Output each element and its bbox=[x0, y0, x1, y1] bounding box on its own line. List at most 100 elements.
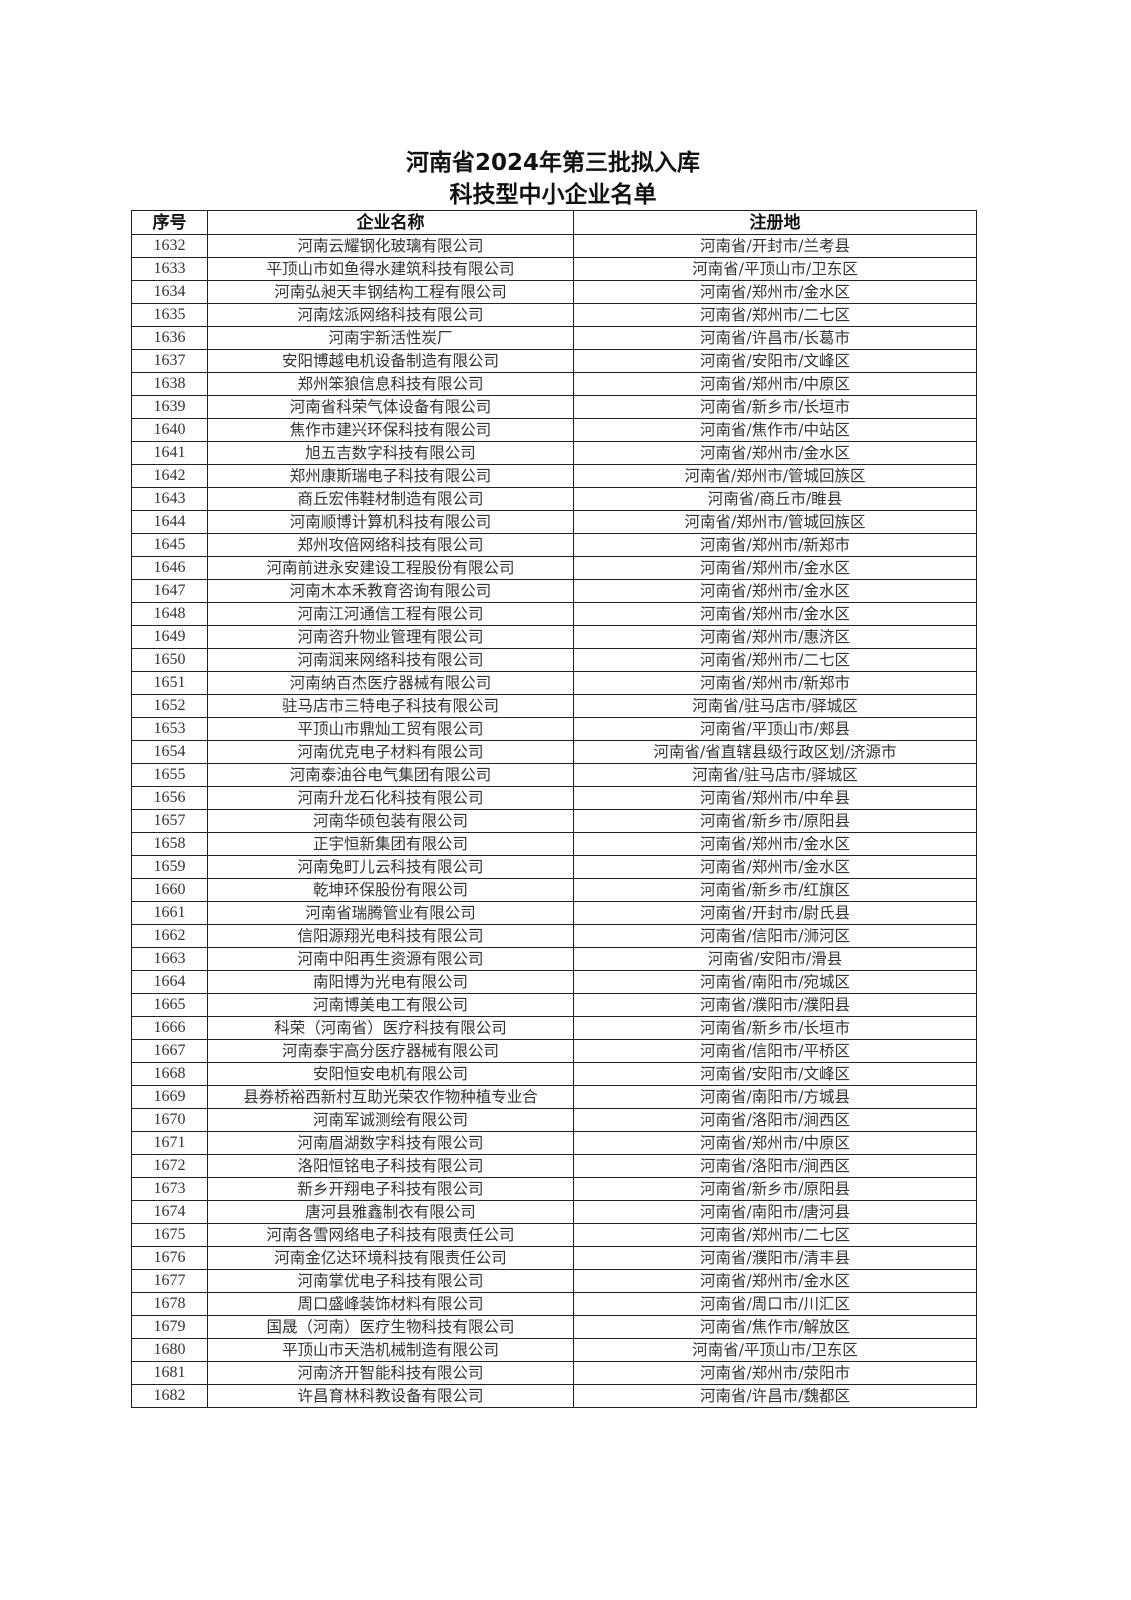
serial-number-cell: 1665 bbox=[131, 993, 208, 1017]
serial-number-cell: 1645 bbox=[131, 533, 208, 557]
registered-location-cell: 河南省/南阳市/唐河县 bbox=[573, 1200, 977, 1224]
table-header-row: 序号 企业名称 注册地 bbox=[131, 210, 977, 235]
table-row: 1633 平顶山市如鱼得水建筑科技有限公司 河南省/平顶山市/卫东区 bbox=[131, 257, 977, 281]
company-name-cell: 安阳恒安电机有限公司 bbox=[207, 1062, 574, 1086]
company-name-cell: 河南省瑞腾管业有限公司 bbox=[207, 901, 574, 925]
serial-number-cell: 1670 bbox=[131, 1108, 208, 1132]
registered-location-cell: 河南省/信阳市/浉河区 bbox=[573, 924, 977, 948]
table-row: 1664 南阳博为光电有限公司 河南省/南阳市/宛城区 bbox=[131, 970, 977, 994]
company-name-cell: 河南军诚测绘有限公司 bbox=[207, 1108, 574, 1132]
company-name-cell: 河南木本禾教育咨询有限公司 bbox=[207, 579, 574, 603]
serial-number-cell: 1671 bbox=[131, 1131, 208, 1155]
registered-location-cell: 河南省/郑州市/新郑市 bbox=[573, 533, 977, 557]
table-row: 1682 许昌育林科教设备有限公司 河南省/许昌市/魏都区 bbox=[131, 1384, 977, 1408]
registered-location-cell: 河南省/开封市/尉氏县 bbox=[573, 901, 977, 925]
registered-location-cell: 河南省/郑州市/二七区 bbox=[573, 1223, 977, 1247]
table-row: 1657 河南华硕包装有限公司 河南省/新乡市/原阳县 bbox=[131, 809, 977, 833]
serial-number-cell: 1674 bbox=[131, 1200, 208, 1224]
table-row: 1643 商丘宏伟鞋材制造有限公司 河南省/商丘市/睢县 bbox=[131, 487, 977, 511]
table-row: 1663 河南中阳再生资源有限公司 河南省/安阳市/滑县 bbox=[131, 947, 977, 971]
table-row: 1635 河南炫派网络科技有限公司 河南省/郑州市/二七区 bbox=[131, 303, 977, 327]
registered-location-cell: 河南省/郑州市/管城回族区 bbox=[573, 464, 977, 488]
serial-number-cell: 1673 bbox=[131, 1177, 208, 1201]
registered-location-cell: 河南省/郑州市/金水区 bbox=[573, 602, 977, 626]
registered-location-cell: 河南省/郑州市/金水区 bbox=[573, 280, 977, 304]
company-name-cell: 河南金亿达环境科技有限责任公司 bbox=[207, 1246, 574, 1270]
registered-location-cell: 河南省/新乡市/红旗区 bbox=[573, 878, 977, 902]
serial-number-cell: 1676 bbox=[131, 1246, 208, 1270]
company-name-cell: 河南华硕包装有限公司 bbox=[207, 809, 574, 833]
serial-number-cell: 1663 bbox=[131, 947, 208, 971]
company-name-cell: 郑州康斯瑞电子科技有限公司 bbox=[207, 464, 574, 488]
serial-number-cell: 1649 bbox=[131, 625, 208, 649]
table-row: 1637 安阳博越电机设备制造有限公司 河南省/安阳市/文峰区 bbox=[131, 349, 977, 373]
table-row: 1647 河南木本禾教育咨询有限公司 河南省/郑州市/金水区 bbox=[131, 579, 977, 603]
registered-location-cell: 河南省/洛阳市/涧西区 bbox=[573, 1108, 977, 1132]
company-name-cell: 商丘宏伟鞋材制造有限公司 bbox=[207, 487, 574, 511]
company-name-cell: 河南各雪网络电子科技有限责任公司 bbox=[207, 1223, 574, 1247]
company-name-cell: 周口盛峰装饰材料有限公司 bbox=[207, 1292, 574, 1316]
serial-number-cell: 1681 bbox=[131, 1361, 208, 1385]
registered-location-cell: 河南省/郑州市/荥阳市 bbox=[573, 1361, 977, 1385]
serial-number-cell: 1633 bbox=[131, 257, 208, 281]
company-name-cell: 河南顺博计算机科技有限公司 bbox=[207, 510, 574, 534]
table-body: 1632 河南云耀钢化玻璃有限公司 河南省/开封市/兰考县 1633 平顶山市如鱼得水建… bbox=[131, 234, 977, 1408]
company-name-cell: 洛阳恒铭电子科技有限公司 bbox=[207, 1154, 574, 1178]
registered-location-cell: 河南省/商丘市/睢县 bbox=[573, 487, 977, 511]
registered-location-cell: 河南省/郑州市/中原区 bbox=[573, 1131, 977, 1155]
table-row: 1669 县券桥裕西新村互助光荣农作物种植专业合 河南省/南阳市/方城县 bbox=[131, 1085, 977, 1109]
company-name-cell: 旭五吉数字科技有限公司 bbox=[207, 441, 574, 465]
registered-location-cell: 河南省/信阳市/平桥区 bbox=[573, 1039, 977, 1063]
table-row: 1674 唐河县雅鑫制衣有限公司 河南省/南阳市/唐河县 bbox=[131, 1200, 977, 1224]
company-name-cell: 河南省科荣气体设备有限公司 bbox=[207, 395, 574, 419]
company-name-cell: 河南泰宇高分医疗器械有限公司 bbox=[207, 1039, 574, 1063]
table-row: 1653 平顶山市鼎灿工贸有限公司 河南省/平顶山市/郏县 bbox=[131, 717, 977, 741]
serial-number-cell: 1666 bbox=[131, 1016, 208, 1040]
table-row: 1632 河南云耀钢化玻璃有限公司 河南省/开封市/兰考县 bbox=[131, 234, 977, 258]
table-row: 1651 河南纳百杰医疗器械有限公司 河南省/郑州市/新郑市 bbox=[131, 671, 977, 695]
company-name-cell: 河南前进永安建设工程股份有限公司 bbox=[207, 556, 574, 580]
serial-number-cell: 1669 bbox=[131, 1085, 208, 1109]
company-name-cell: 平顶山市天浩机械制造有限公司 bbox=[207, 1338, 574, 1362]
serial-number-cell: 1635 bbox=[131, 303, 208, 327]
table-row: 1679 国晟（河南）医疗生物科技有限公司 河南省/焦作市/解放区 bbox=[131, 1315, 977, 1339]
registered-location-cell: 河南省/郑州市/二七区 bbox=[573, 303, 977, 327]
table-row: 1659 河南兔町儿云科技有限公司 河南省/郑州市/金水区 bbox=[131, 855, 977, 879]
company-name-cell: 河南眉湖数字科技有限公司 bbox=[207, 1131, 574, 1155]
table-row: 1660 乾坤环保股份有限公司 河南省/新乡市/红旗区 bbox=[131, 878, 977, 902]
table-row: 1639 河南省科荣气体设备有限公司 河南省/新乡市/长垣市 bbox=[131, 395, 977, 419]
registered-location-cell: 河南省/郑州市/新郑市 bbox=[573, 671, 977, 695]
serial-number-cell: 1657 bbox=[131, 809, 208, 833]
table-row: 1640 焦作市建兴环保科技有限公司 河南省/焦作市/中站区 bbox=[131, 418, 977, 442]
serial-number-cell: 1636 bbox=[131, 326, 208, 350]
serial-number-cell: 1682 bbox=[131, 1384, 208, 1408]
table-row: 1648 河南江河通信工程有限公司 河南省/郑州市/金水区 bbox=[131, 602, 977, 626]
registered-location-cell: 河南省/焦作市/中站区 bbox=[573, 418, 977, 442]
table-row: 1671 河南眉湖数字科技有限公司 河南省/郑州市/中原区 bbox=[131, 1131, 977, 1155]
company-name-cell: 南阳博为光电有限公司 bbox=[207, 970, 574, 994]
registered-location-cell: 河南省/洛阳市/涧西区 bbox=[573, 1154, 977, 1178]
company-name-cell: 焦作市建兴环保科技有限公司 bbox=[207, 418, 574, 442]
table-row: 1652 驻马店市三特电子科技有限公司 河南省/驻马店市/驿城区 bbox=[131, 694, 977, 718]
serial-number-cell: 1634 bbox=[131, 280, 208, 304]
serial-number-cell: 1640 bbox=[131, 418, 208, 442]
serial-number-cell: 1659 bbox=[131, 855, 208, 879]
registered-location-cell: 河南省/新乡市/长垣市 bbox=[573, 1016, 977, 1040]
registered-location-cell: 河南省/郑州市/中原区 bbox=[573, 372, 977, 396]
table-row: 1677 河南掌优电子科技有限公司 河南省/郑州市/金水区 bbox=[131, 1269, 977, 1293]
serial-number-cell: 1660 bbox=[131, 878, 208, 902]
registered-location-cell: 河南省/驻马店市/驿城区 bbox=[573, 694, 977, 718]
serial-number-cell: 1638 bbox=[131, 372, 208, 396]
serial-number-cell: 1644 bbox=[131, 510, 208, 534]
company-name-cell: 河南炫派网络科技有限公司 bbox=[207, 303, 574, 327]
serial-number-cell: 1655 bbox=[131, 763, 208, 787]
table-row: 1673 新乡开翔电子科技有限公司 河南省/新乡市/原阳县 bbox=[131, 1177, 977, 1201]
serial-number-cell: 1652 bbox=[131, 694, 208, 718]
registered-location-cell: 河南省/平顶山市/卫东区 bbox=[573, 257, 977, 281]
table-row: 1641 旭五吉数字科技有限公司 河南省/郑州市/金水区 bbox=[131, 441, 977, 465]
serial-number-cell: 1642 bbox=[131, 464, 208, 488]
company-name-cell: 安阳博越电机设备制造有限公司 bbox=[207, 349, 574, 373]
registered-location-cell: 河南省/安阳市/文峰区 bbox=[573, 1062, 977, 1086]
registered-location-cell: 河南省/新乡市/原阳县 bbox=[573, 1177, 977, 1201]
serial-number-cell: 1646 bbox=[131, 556, 208, 580]
